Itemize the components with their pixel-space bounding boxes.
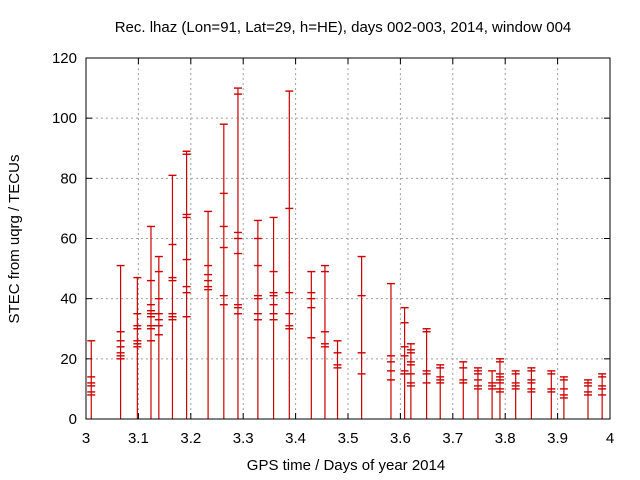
x-tick-label: 3.9 (547, 430, 568, 447)
x-tick-label: 3.4 (285, 430, 306, 447)
x-tick-label: 4 (606, 430, 614, 447)
y-tick-label: 40 (60, 291, 77, 308)
y-tick-label: 120 (52, 50, 77, 67)
y-tick-label: 20 (60, 351, 77, 368)
chart-title: Rec. lhaz (Lon=91, Lat=29, h=HE), days 0… (115, 19, 572, 36)
x-tick-label: 3.3 (233, 430, 254, 447)
y-tick-label: 80 (60, 170, 77, 187)
x-tick-label: 3.8 (495, 430, 516, 447)
x-tick-label: 3.5 (338, 430, 359, 447)
y-axis-label: STEC from uqrg / TECUs (6, 155, 23, 324)
y-tick-label: 100 (52, 110, 77, 127)
x-tick-label: 3.7 (442, 430, 463, 447)
x-tick-label: 3.2 (180, 430, 201, 447)
y-tick-label: 0 (69, 411, 77, 428)
data-series (87, 87, 607, 419)
y-tick-label: 60 (60, 231, 77, 248)
x-tick-label: 3.1 (128, 430, 149, 447)
x-axis-label: GPS time / Days of year 2014 (247, 457, 445, 474)
x-tick-label: 3.6 (390, 430, 411, 447)
plot-frame (85, 57, 611, 420)
x-tick-label: 3 (82, 430, 90, 447)
y-axis-ticks: 0 20 40 60 80 100 120 (52, 50, 610, 428)
grid-lines (86, 58, 610, 419)
